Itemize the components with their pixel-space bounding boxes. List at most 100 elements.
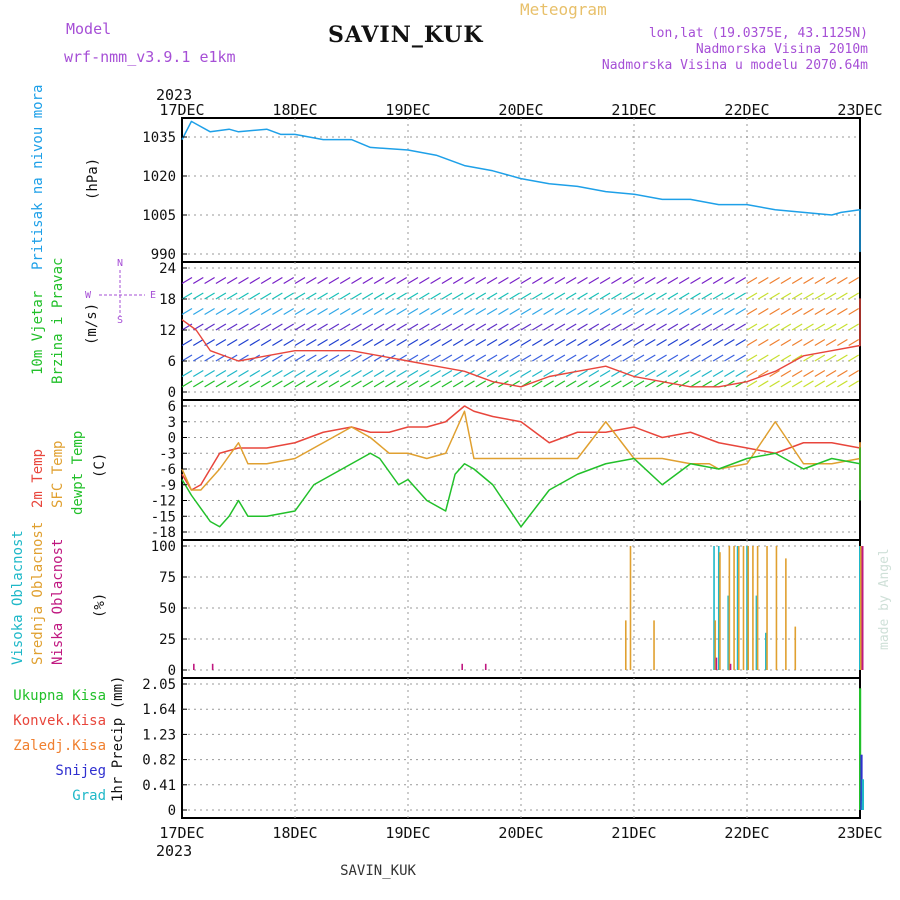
wind-barb [283,338,295,347]
precip-bar [861,806,864,810]
wind-barb [204,307,215,316]
wind-barb [690,292,701,300]
wind-barb [746,380,758,388]
wind-barb [825,380,837,388]
wind-barb [452,292,464,300]
wind-barb [238,292,249,300]
wind-barb [825,323,837,331]
model-value: wrf-nmm_v3.9.1 e1km [64,48,236,66]
precip-unit: 1hr Precip (mm) [110,676,126,802]
wind-barb [814,323,826,331]
wind-barb [192,338,204,347]
wind-barb [486,338,498,347]
wind-barb [611,292,622,300]
wind-barb [498,307,509,316]
wind-barb [294,338,306,347]
wind-barb [520,338,532,347]
wind-barb [452,380,464,388]
wind-barb [486,323,498,331]
wind-barb [520,369,532,378]
wind-tick-label: 12 [159,323,176,339]
wind-barb [283,380,295,388]
wind-barb [441,276,453,285]
wind-barb [181,323,193,331]
wind-barb [633,338,645,347]
wind-barb [181,307,193,316]
wind-barb [611,307,622,316]
wind-barb [418,380,430,388]
date-label-top: 17DEC [159,101,204,119]
wind-tick-label: 0 [168,385,176,401]
wind-barb [611,354,622,362]
compass-west: W [85,290,92,301]
pressure-tick-label: 1020 [142,169,176,185]
wind-barb [204,323,215,331]
wind-tick-label: 6 [168,354,176,370]
wind-barb [305,338,317,347]
meteogram-label: Meteogram [520,0,607,19]
wind-barb [385,276,396,285]
wind-barb [848,292,860,300]
wind-barb [531,380,543,388]
wind-barb [272,338,283,347]
wind-barb [611,276,622,285]
precip-bar [860,791,863,810]
wind-barb [475,292,487,300]
temperature-tick-label: -3 [159,446,176,462]
precip-bar [861,779,864,810]
wind-barb [464,276,475,285]
wind-barb [373,369,385,378]
wind-barb [837,369,848,378]
wind-barb [464,354,475,362]
wind-panel-frame [181,261,861,401]
wind-barb [418,323,430,331]
wind-barb [238,338,249,347]
wind-barb [577,292,588,300]
precipitation-tick-label: 1.23 [142,727,176,743]
wind-barb [678,276,690,285]
wind-barb [848,369,860,378]
wind-barb [656,307,667,316]
wind-barb [407,292,419,300]
date-label-top: 22DEC [724,101,769,119]
wind-barb [192,369,204,378]
wind-barb [339,338,351,347]
station-title: SAVIN_KUK [328,22,484,48]
cloud_cover-tick-label: 100 [151,539,176,555]
wind-barb [531,292,543,300]
wind-barb [791,323,803,331]
wind-barb [226,276,238,285]
wind-barb [475,380,487,388]
wind-barb [226,369,238,378]
wind-barb [667,354,679,362]
wind-barb [644,369,656,378]
temp-sfc-line [181,410,861,491]
wind-barb [260,307,272,316]
wind-barb [430,292,441,300]
wind-barb [780,292,792,300]
wind-unit: (m/s) [84,303,100,345]
wind-barb [272,276,283,285]
wind-barb [712,307,724,316]
wind-barb [690,323,701,331]
wind-compass-icon: N S W E [85,258,156,326]
wind-barb [588,307,600,316]
wind-barb [690,276,701,285]
wind-barb [305,369,317,378]
wind-barb [238,323,249,331]
wind-barb [825,369,837,378]
wind-barb [204,380,215,388]
temp-label-sfc: SFC Temp [50,441,66,508]
wind-barb [712,338,724,347]
wind-barb [238,369,249,378]
wind-barb [283,276,295,285]
wind-barb [577,380,588,388]
wind-barb [249,307,261,316]
temperature-labels: 2m Temp SFC Temp dewpt Temp (C) [30,431,108,515]
wind-barb [407,323,419,331]
wind-barb [746,323,758,331]
wind-barb [430,369,441,378]
wind-barb [328,276,340,285]
compass-north: N [117,258,123,269]
wind-barb [531,338,543,347]
